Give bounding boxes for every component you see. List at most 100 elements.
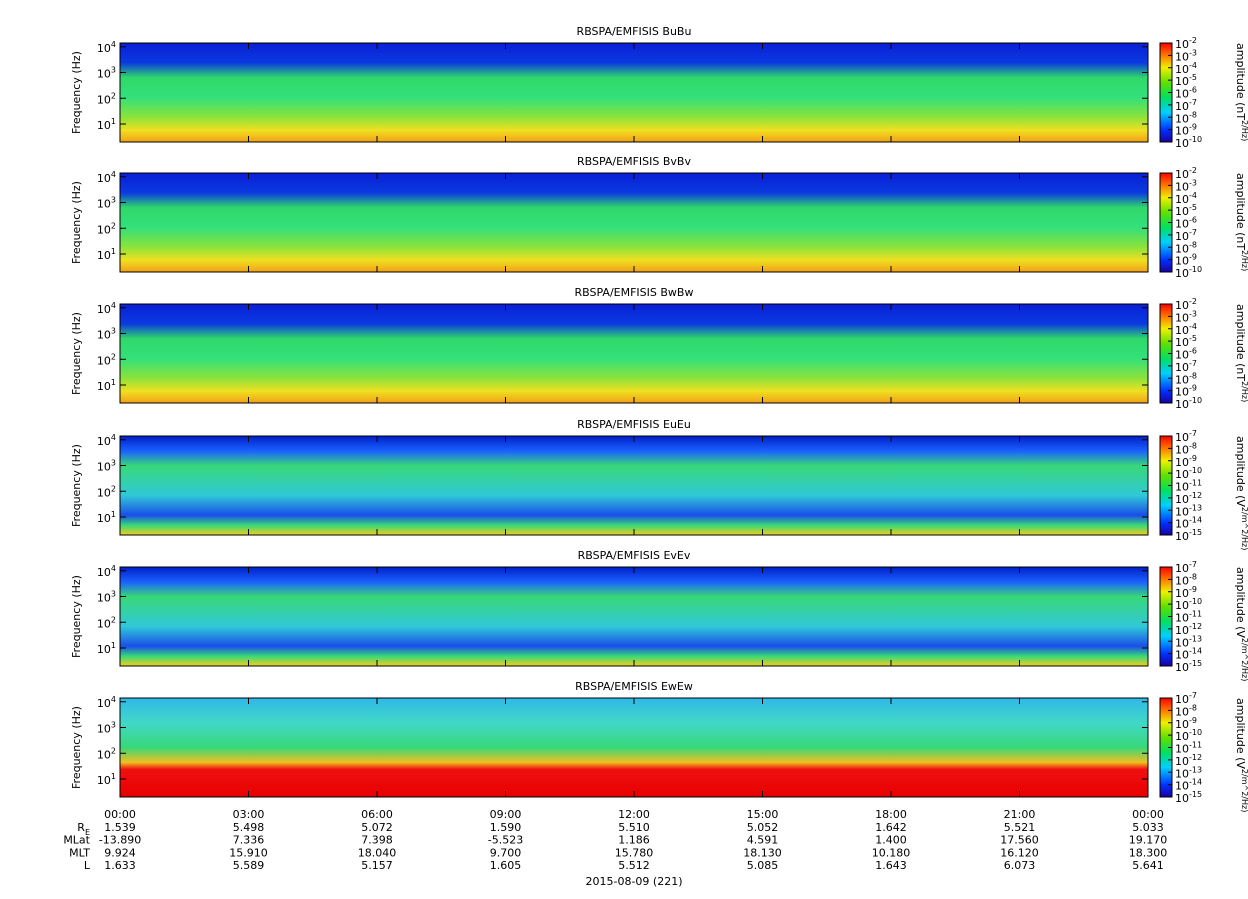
ephemeris-value: 5.033 (1132, 821, 1164, 834)
ephemeris-value: 1.633 (104, 859, 136, 872)
y-tick-label: 104 (97, 39, 116, 55)
ephemeris-value: 1.605 (490, 859, 522, 872)
colorbar-tick-label: 10-11 (1175, 609, 1202, 625)
y-tick-label: 102 (97, 91, 116, 107)
colorbar-tick-label: 10-7 (1175, 429, 1197, 445)
colorbar-tick-label: 10-6 (1175, 346, 1197, 362)
ephemeris-value: 16.120 (1000, 846, 1039, 859)
colorbar-tick-label: 10-6 (1175, 85, 1197, 101)
spectrogram-image (120, 43, 1148, 142)
spectrogram-image (120, 304, 1148, 403)
x-tick-label: 00:00 (104, 808, 136, 821)
colorbar-tick-label: 10-15 (1175, 790, 1202, 806)
colorbar-tick-label: 10-13 (1175, 634, 1202, 650)
colorbar-tick-label: 10-4 (1175, 190, 1197, 206)
y-tick-label: 103 (97, 589, 116, 605)
x-tick-label: 18:00 (875, 808, 907, 821)
colorbar-tick-label: 10-3 (1175, 178, 1197, 194)
ephemeris-value: 5.521 (1004, 821, 1036, 834)
colorbar-tick-label: 10-4 (1175, 321, 1197, 337)
colorbar-tick-label: 10-7 (1175, 358, 1197, 374)
ephemeris-value: 10.180 (872, 846, 911, 859)
colorbar-tick-label: 10-5 (1175, 73, 1197, 89)
colorbar-tick-label: 10-11 (1175, 740, 1202, 756)
colorbar-tick-label: 10-12 (1175, 490, 1202, 506)
colorbar-label: amplitude (nT2/Hz) (1234, 173, 1248, 271)
colorbar-tick-label: 10-9 (1175, 383, 1197, 399)
y-tick-label: 101 (97, 247, 116, 263)
y-tick-label: 104 (97, 694, 116, 710)
ephemeris-name: L (84, 859, 91, 872)
colorbar-label: amplitude (V2/m^2/Hz) (1234, 698, 1248, 812)
ephemeris-value: 4.591 (747, 834, 779, 847)
ephemeris-value: 9.924 (104, 846, 136, 859)
panel-title: RBSPA/EMFISIS EwEw (575, 680, 693, 693)
colorbar-tick-label: 10-9 (1175, 252, 1197, 268)
panel-title: RBSPA/EMFISIS BuBu (577, 25, 692, 38)
colorbar-tick-label: 10-14 (1175, 777, 1202, 793)
colorbar-tick-label: 10-2 (1175, 166, 1197, 182)
spectrogram-image (120, 436, 1148, 535)
y-tick-label: 104 (97, 169, 116, 185)
colorbar-tick-label: 10-9 (1175, 715, 1197, 731)
colorbar-label: amplitude (nT2/Hz) (1234, 43, 1248, 141)
ephemeris-value: 1.539 (104, 821, 136, 834)
ephemeris-value: -5.523 (488, 834, 523, 847)
colorbar-tick-label: 10-5 (1175, 334, 1197, 350)
colorbar-tick-label: 10-10 (1175, 135, 1202, 151)
colorbar-tick-label: 10-3 (1175, 48, 1197, 64)
y-tick-label: 102 (97, 484, 116, 500)
ephemeris-value: 15.910 (229, 846, 268, 859)
colorbar-tick-label: 10-13 (1175, 503, 1202, 519)
y-tick-label: 102 (97, 352, 116, 368)
panel-title: RBSPA/EMFISIS EvEv (578, 549, 691, 562)
y-axis-label: Frequency (Hz) (70, 706, 83, 789)
ephemeris-name: MLT (69, 846, 90, 859)
ephemeris-value: 19.170 (1129, 834, 1168, 847)
ephemeris-value: 7.398 (361, 834, 393, 847)
ephemeris-value: 5.498 (233, 821, 265, 834)
y-tick-label: 103 (97, 326, 116, 342)
y-tick-label: 101 (97, 510, 116, 526)
ephemeris-value: 5.085 (747, 859, 779, 872)
panel-title: RBSPA/EMFISIS BvBv (577, 155, 691, 168)
x-tick-label: 21:00 (1004, 808, 1036, 821)
spectrogram-image (120, 567, 1148, 666)
x-tick-label: 09:00 (490, 808, 522, 821)
x-axis-label: 2015-08-09 (221) (585, 875, 682, 888)
ephemeris-name: MLat (63, 834, 90, 847)
colorbar-tick-label: 10-4 (1175, 60, 1197, 76)
colorbar-tick-label: 10-8 (1175, 441, 1197, 457)
ephemeris-name: RE (77, 821, 90, 837)
ephemeris-value: 5.510 (618, 821, 650, 834)
colorbar-tick-label: 10-2 (1175, 36, 1197, 52)
colorbar-tick-label: 10-9 (1175, 584, 1197, 600)
colorbar-tick-label: 10-7 (1175, 691, 1197, 707)
ephemeris-value: 1.642 (875, 821, 907, 834)
ephemeris-value: 5.641 (1132, 859, 1164, 872)
ephemeris-value: 5.512 (618, 859, 650, 872)
y-axis-label: Frequency (Hz) (70, 444, 83, 527)
colorbar-tick-label: 10-14 (1175, 646, 1202, 662)
x-tick-label: 03:00 (233, 808, 265, 821)
ephemeris-value: 1.400 (875, 834, 907, 847)
colorbar-tick-label: 10-3 (1175, 309, 1197, 325)
ephemeris-value: 5.052 (747, 821, 779, 834)
colorbar-tick-label: 10-8 (1175, 572, 1197, 588)
colorbar-tick-label: 10-10 (1175, 265, 1202, 281)
y-tick-label: 104 (97, 563, 116, 579)
colorbar-tick-label: 10-9 (1175, 453, 1197, 469)
ephemeris-value: 7.336 (233, 834, 265, 847)
y-tick-label: 104 (97, 432, 116, 448)
colorbar-tick-label: 10-7 (1175, 97, 1197, 113)
panel-title: RBSPA/EMFISIS BwBw (575, 286, 694, 299)
colorbar-tick-label: 10-13 (1175, 765, 1202, 781)
ephemeris-value: 1.186 (618, 834, 650, 847)
colorbar-tick-label: 10-10 (1175, 728, 1202, 744)
y-tick-label: 101 (97, 117, 116, 133)
ephemeris-value: 1.590 (490, 821, 522, 834)
colorbar-label: amplitude (V2/m^2/Hz) (1234, 436, 1248, 550)
colorbar-tick-label: 10-7 (1175, 560, 1197, 576)
ephemeris-value: 5.589 (233, 859, 265, 872)
